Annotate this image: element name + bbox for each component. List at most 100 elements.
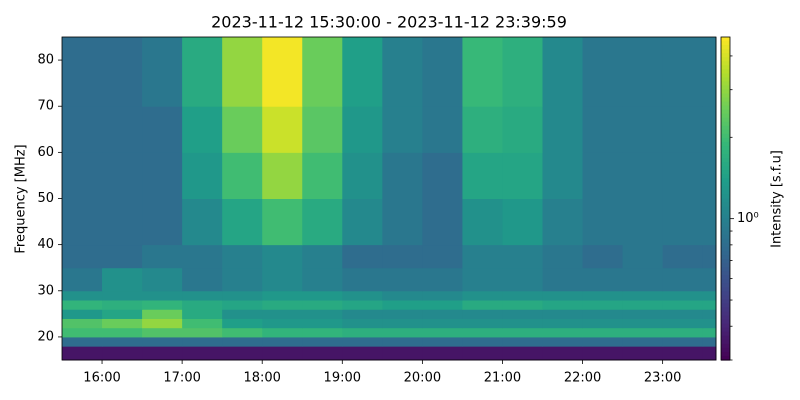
colorbar-segment bbox=[721, 194, 730, 200]
colorbar-segment bbox=[721, 37, 730, 42]
heatmap-cell bbox=[662, 290, 704, 301]
heatmap-cell bbox=[182, 290, 223, 301]
heatmap-cell bbox=[462, 300, 503, 310]
heatmap-cell bbox=[142, 300, 183, 310]
colorbar-segment bbox=[721, 335, 730, 341]
heatmap-cell bbox=[102, 346, 143, 361]
heatmap-cell bbox=[422, 290, 463, 301]
heatmap-cell bbox=[582, 300, 624, 310]
x-tick-label: 20:00 bbox=[404, 371, 441, 386]
heatmap-cell bbox=[702, 244, 717, 269]
heatmap-cell bbox=[142, 244, 183, 269]
x-tick-label: 21:00 bbox=[484, 371, 521, 386]
heatmap-cell bbox=[502, 244, 544, 269]
heatmap-cell bbox=[222, 336, 263, 347]
colorbar-segment bbox=[721, 255, 730, 260]
heatmap-cell bbox=[142, 318, 183, 329]
colorbar-segment bbox=[721, 150, 730, 155]
colorbar-segment bbox=[721, 283, 730, 288]
colorbar-segment bbox=[721, 355, 730, 361]
colorbar-segment bbox=[721, 166, 730, 171]
heatmap-cell bbox=[462, 106, 503, 153]
colorbar-segment bbox=[721, 93, 730, 99]
heatmap-cell bbox=[382, 346, 423, 361]
colorbar-segment bbox=[721, 267, 730, 272]
heatmap-cell bbox=[302, 336, 343, 347]
heatmap-cell bbox=[342, 318, 383, 329]
heatmap-cell bbox=[182, 37, 223, 107]
heatmap-cell bbox=[462, 309, 503, 319]
colorbar-segment bbox=[721, 295, 730, 301]
heatmap-cell bbox=[422, 267, 463, 292]
heatmap-cell bbox=[342, 290, 383, 301]
heatmap-cell bbox=[622, 152, 664, 199]
colorbar-segment bbox=[721, 206, 730, 212]
heatmap-cell bbox=[542, 290, 584, 301]
heatmap-cell bbox=[142, 37, 183, 107]
colorbar-segment bbox=[721, 146, 730, 151]
heatmap-cell bbox=[62, 336, 103, 347]
heatmap-cell bbox=[542, 309, 584, 319]
heatmap bbox=[62, 37, 717, 361]
heatmap-cell bbox=[582, 37, 624, 107]
heatmap-cell bbox=[182, 106, 223, 153]
colorbar-segment bbox=[721, 41, 730, 46]
heatmap-cell bbox=[422, 346, 463, 361]
heatmap-cell bbox=[582, 318, 624, 329]
colorbar-segment bbox=[721, 133, 730, 139]
heatmap-cell bbox=[462, 318, 503, 329]
heatmap-cell bbox=[222, 267, 263, 292]
colorbar-segment bbox=[721, 182, 730, 187]
heatmap-cell bbox=[182, 336, 223, 347]
heatmap-cell bbox=[422, 318, 463, 329]
x-tick-label: 23:00 bbox=[644, 371, 681, 386]
colorbar-segment bbox=[721, 198, 730, 204]
heatmap-cell bbox=[62, 290, 103, 301]
heatmap-cell bbox=[502, 336, 544, 347]
heatmap-cell bbox=[222, 290, 263, 301]
heatmap-cell bbox=[262, 106, 303, 153]
heatmap-cell bbox=[422, 106, 463, 153]
heatmap-cell bbox=[422, 300, 463, 310]
heatmap-cell bbox=[182, 318, 223, 329]
heatmap-cell bbox=[542, 198, 584, 246]
heatmap-cell bbox=[102, 244, 143, 269]
x-tick-label: 18:00 bbox=[243, 371, 280, 386]
colorbar-segment bbox=[721, 129, 730, 135]
heatmap-cell bbox=[502, 300, 544, 310]
heatmap-cell bbox=[262, 198, 303, 246]
heatmap-cell bbox=[262, 37, 303, 107]
heatmap-cell bbox=[502, 318, 544, 329]
heatmap-cell bbox=[662, 327, 704, 338]
heatmap-cell bbox=[582, 336, 624, 347]
colorbar-segment bbox=[721, 105, 730, 111]
y-tick-label: 70 bbox=[37, 99, 54, 114]
heatmap-cell bbox=[182, 309, 223, 319]
heatmap-cell bbox=[262, 318, 303, 329]
colorbar-segment bbox=[721, 174, 730, 179]
colorbar-segment bbox=[721, 73, 730, 78]
heatmap-cell bbox=[62, 198, 103, 246]
colorbar-segment bbox=[721, 259, 730, 264]
heatmap-cell bbox=[62, 106, 103, 153]
heatmap-cell bbox=[462, 244, 503, 269]
colorbar-label: Intensity [s.f.u] bbox=[770, 150, 785, 248]
heatmap-cell bbox=[302, 290, 343, 301]
heatmap-cell bbox=[622, 198, 664, 246]
heatmap-cell bbox=[222, 106, 263, 153]
heatmap-cell bbox=[302, 106, 343, 153]
heatmap-cell bbox=[102, 37, 143, 107]
heatmap-cell bbox=[222, 318, 263, 329]
heatmap-cell bbox=[702, 198, 717, 246]
heatmap-cell bbox=[102, 327, 143, 338]
heatmap-cell bbox=[582, 244, 624, 269]
colorbar-segment bbox=[721, 275, 730, 280]
heatmap-cell bbox=[462, 290, 503, 301]
heatmap-cell bbox=[502, 152, 544, 199]
colorbar-segment bbox=[721, 246, 730, 252]
heatmap-cell bbox=[102, 198, 143, 246]
heatmap-cell bbox=[302, 300, 343, 310]
heatmap-cell bbox=[502, 198, 544, 246]
y-tick-label: 30 bbox=[37, 283, 54, 298]
heatmap-cell bbox=[462, 37, 503, 107]
